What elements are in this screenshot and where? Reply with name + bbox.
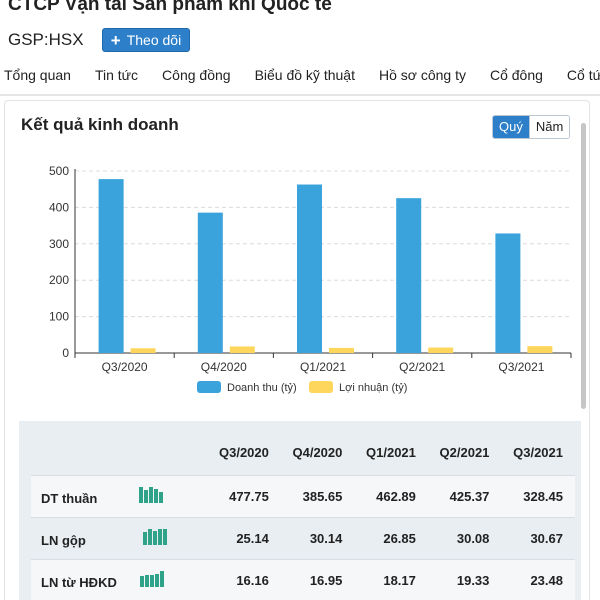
profit-bar	[229, 346, 255, 353]
sparkline-bar	[143, 531, 148, 545]
year-toggle-button[interactable]: Năm	[528, 116, 570, 138]
profit-bar	[329, 347, 354, 353]
table-cell: 477.75	[229, 488, 269, 504]
sparkline-bar	[163, 528, 168, 545]
follow-button[interactable]: + Theo dõi	[102, 28, 190, 52]
tab-overview[interactable]: Tổng quan	[4, 67, 71, 83]
table-row: LN gộp 25.14 30.14 26.85 30.08 30.67	[31, 517, 575, 559]
row-label-text: LN từ HĐKD	[41, 574, 117, 590]
table-header-q3-2021: Q3/2021	[513, 445, 563, 461]
profit-bar	[527, 346, 553, 353]
sparkline-bar	[148, 528, 153, 545]
y-tick-label: 100	[49, 310, 69, 324]
row-label-gross-profit: LN gộp	[31, 517, 207, 559]
table-cell: 425.37	[449, 488, 490, 504]
ticker-symbol: GSP:HSX	[8, 30, 84, 49]
tab-community[interactable]: Công đồng	[162, 67, 231, 83]
y-tick-label: 400	[49, 200, 69, 214]
table-cell: 16.16	[236, 572, 269, 588]
card-title: Kết quả kinh doanh	[21, 115, 179, 134]
table-row: LN từ HĐKD 16.16 16.95 18.17 19.33 23.48	[31, 559, 575, 600]
tab-dividends[interactable]: Cổ tức	[566, 67, 600, 83]
table-header-q3-2020: Q3/2020	[218, 445, 269, 461]
table-header-q2-2021: Q2/2021	[439, 445, 490, 461]
revenue-bar	[396, 198, 422, 353]
table-row: DT thuần 477.75 385.65 462.89 425.37 328…	[31, 475, 575, 517]
table-cell: 16.95	[309, 572, 343, 588]
y-tick-label: 500	[49, 164, 69, 178]
table-cell: 30.67	[530, 530, 563, 546]
sparkline-bar	[148, 486, 153, 503]
tab-news[interactable]: Tin tức	[94, 67, 139, 83]
follow-button-label: Theo dõi	[126, 32, 182, 48]
sparkline-bar	[143, 489, 148, 503]
row-label-revenue: DT thuần	[31, 475, 207, 517]
company-title: CTCP Vận tải Sản phẩm khí Quốc tế	[8, 0, 332, 15]
table-header-q4-2020: Q4/2020	[292, 445, 343, 461]
sparkline-icon	[138, 486, 163, 503]
sparkline-bar	[150, 574, 155, 587]
y-tick-label: 200	[49, 273, 69, 287]
table-cell: 23.48	[530, 572, 563, 588]
revenue-bar	[98, 179, 124, 353]
tab-shareholders[interactable]: Cổ đông	[489, 67, 543, 83]
results-table-container: Q3/2020 Q4/2020 Q1/2021 Q2/2021 Q3/2021 …	[19, 421, 581, 600]
sparkline-bar	[155, 573, 160, 587]
table-cell: 385.65	[302, 488, 343, 504]
x-tick-label: Q3/2020	[102, 360, 148, 374]
legend-swatch-profit	[309, 381, 333, 393]
tab-bar: Tổng quan Tin tức Công đồng Biểu đồ kỹ t…	[0, 62, 600, 92]
table-cell: 328.45	[523, 488, 563, 504]
sparkline-bar	[153, 530, 158, 545]
x-tick-label: Q3/2021	[498, 360, 544, 374]
legend-label-revenue: Doanh thu (tỷ)	[227, 382, 297, 394]
row-label-text: LN gộp	[41, 532, 86, 548]
profit-bar	[428, 347, 454, 353]
table-cell: 30.08	[456, 530, 490, 546]
table-cell: 26.85	[383, 530, 416, 546]
sparkline-bar	[160, 570, 165, 587]
revenue-bar	[297, 184, 322, 353]
table-header-q1-2021: Q1/2021	[366, 445, 416, 461]
period-toggle: Quý Năm	[492, 115, 571, 139]
tabs-divider	[0, 94, 600, 96]
sparkline-bar	[153, 488, 158, 503]
sparkline-bar	[138, 486, 143, 503]
row-label-text: DT thuần	[41, 490, 98, 506]
table-header-empty	[31, 431, 207, 475]
legend-label-profit: Lợi nhuận (tỷ)	[339, 382, 407, 394]
results-table: Q3/2020 Q4/2020 Q1/2021 Q2/2021 Q3/2021 …	[31, 431, 575, 600]
x-tick-label: Q1/2021	[300, 360, 346, 374]
table-cell: 30.14	[309, 530, 343, 546]
revenue-bar	[197, 212, 223, 353]
plus-icon: +	[110, 30, 121, 50]
table-cell: 18.17	[383, 572, 416, 588]
quarter-toggle-button[interactable]: Quý	[493, 116, 529, 138]
y-tick-label: 300	[49, 237, 69, 251]
row-label-operating-profit: LN từ HĐKD	[31, 559, 207, 600]
table-cell: 19.33	[456, 572, 490, 588]
revenue-bar	[495, 233, 521, 353]
table-header-row: Q3/2020 Q4/2020 Q1/2021 Q2/2021 Q3/2021	[31, 431, 575, 475]
table-cell: 25.14	[236, 530, 269, 546]
sparkline-bar	[140, 575, 145, 587]
business-results-card: Kết quả kinh doanh Quý Năm 0 100 200 300 400…	[4, 100, 590, 600]
y-tick-label: 0	[62, 346, 69, 360]
sparkline-icon	[143, 528, 168, 545]
table-cell: 462.89	[376, 488, 416, 504]
x-tick-label: Q4/2020	[201, 360, 247, 374]
scrollbar[interactable]	[581, 123, 586, 409]
tab-technical-chart[interactable]: Biểu đồ kỹ thuật	[254, 67, 355, 83]
sparkline-bar	[158, 491, 163, 503]
business-results-chart: 0 100 200 300 400 500 Q3/2020 Q4/2020 Q1/2021 Q2/…	[49, 164, 572, 394]
tab-company-profile[interactable]: Hồ sơ công ty	[378, 67, 466, 83]
sparkline-bar	[145, 574, 150, 587]
sparkline-icon	[140, 570, 165, 587]
legend-swatch-revenue	[197, 381, 221, 393]
sparkline-bar	[158, 528, 163, 545]
profit-bar	[130, 348, 156, 353]
x-tick-label: Q2/2021	[399, 360, 445, 374]
